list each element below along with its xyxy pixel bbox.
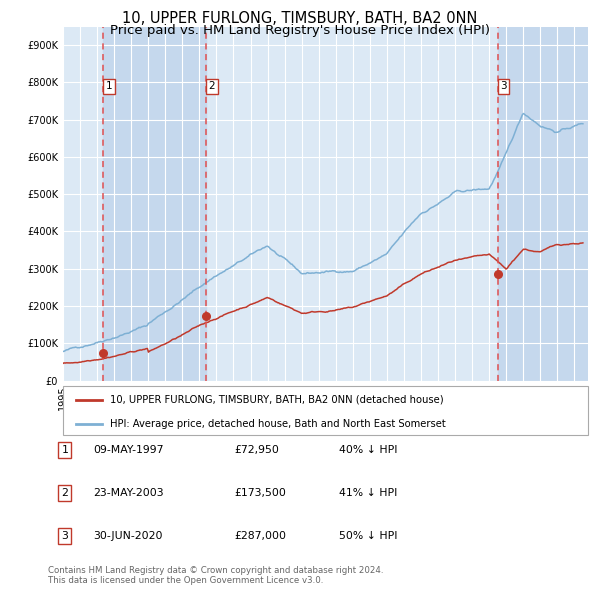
- Text: £173,500: £173,500: [234, 488, 286, 497]
- Text: Price paid vs. HM Land Registry's House Price Index (HPI): Price paid vs. HM Land Registry's House …: [110, 24, 490, 37]
- Text: 1: 1: [61, 445, 68, 454]
- Text: 1: 1: [106, 81, 112, 91]
- Text: 50% ↓ HPI: 50% ↓ HPI: [339, 531, 397, 540]
- Bar: [103, 27, 206, 381]
- Text: 2: 2: [209, 81, 215, 91]
- Text: 10, UPPER FURLONG, TIMSBURY, BATH, BA2 0NN (detached house): 10, UPPER FURLONG, TIMSBURY, BATH, BA2 0…: [110, 395, 444, 405]
- Text: £72,950: £72,950: [234, 445, 279, 454]
- Text: 3: 3: [500, 81, 507, 91]
- Text: 23-MAY-2003: 23-MAY-2003: [93, 488, 164, 497]
- Text: 41% ↓ HPI: 41% ↓ HPI: [339, 488, 397, 497]
- Text: HPI: Average price, detached house, Bath and North East Somerset: HPI: Average price, detached house, Bath…: [110, 419, 446, 429]
- Text: 09-MAY-1997: 09-MAY-1997: [93, 445, 163, 454]
- Text: £287,000: £287,000: [234, 531, 286, 540]
- FancyBboxPatch shape: [63, 386, 588, 435]
- Bar: [497, 27, 588, 381]
- Text: 2: 2: [61, 488, 68, 497]
- Text: Contains HM Land Registry data © Crown copyright and database right 2024.
This d: Contains HM Land Registry data © Crown c…: [48, 566, 383, 585]
- Text: 30-JUN-2020: 30-JUN-2020: [93, 531, 163, 540]
- Text: 40% ↓ HPI: 40% ↓ HPI: [339, 445, 397, 454]
- Text: 10, UPPER FURLONG, TIMSBURY, BATH, BA2 0NN: 10, UPPER FURLONG, TIMSBURY, BATH, BA2 0…: [122, 11, 478, 25]
- Text: 3: 3: [61, 531, 68, 540]
